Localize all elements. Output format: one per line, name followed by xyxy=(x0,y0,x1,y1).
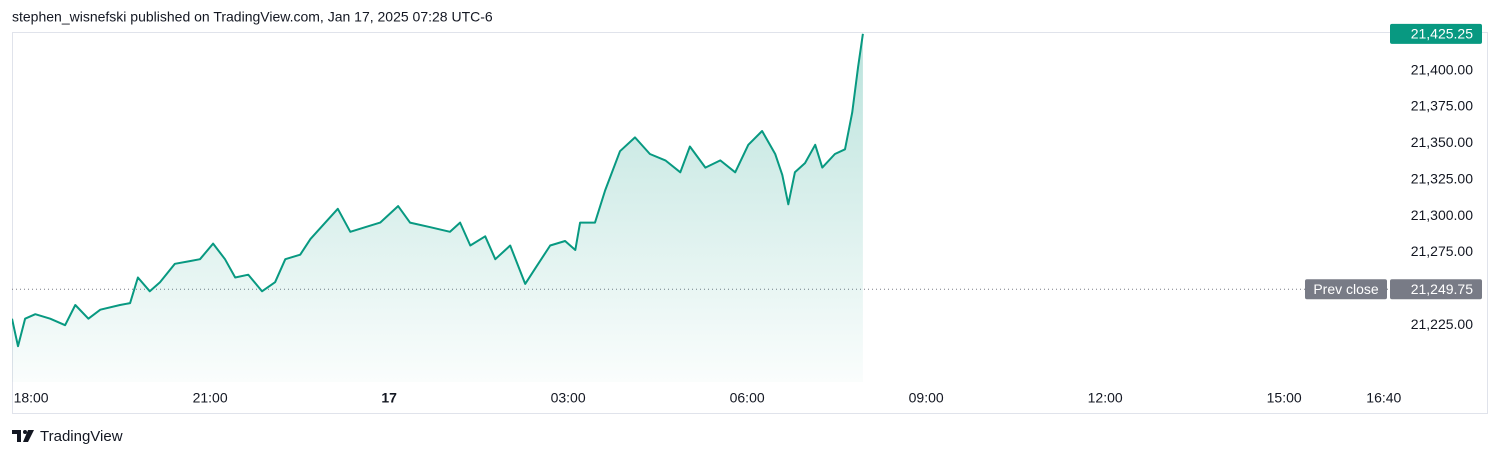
x-tick-label: 17 xyxy=(381,390,397,406)
y-tick-label: 21,225.00 xyxy=(1411,316,1473,332)
last-price-label: 21,425.25 xyxy=(1411,26,1473,42)
axes: 21,225.0021,250.0021,275.0021,300.0021,3… xyxy=(14,23,1482,406)
footer-brand: TradingView xyxy=(40,428,123,445)
chart-frame xyxy=(12,32,1488,414)
header: stephen_wisnefski published on TradingVi… xyxy=(12,9,493,25)
prev-close-value-label: 21,249.75 xyxy=(1411,281,1473,297)
x-tick-label: 06:00 xyxy=(730,390,765,406)
x-tick-label: 21:00 xyxy=(193,390,228,406)
x-tick-label: 09:00 xyxy=(909,390,944,406)
x-tick-label: 18:00 xyxy=(14,390,49,406)
x-tick-label: 12:00 xyxy=(1088,390,1123,406)
x-tick-label: 16:40 xyxy=(1366,390,1401,406)
y-tick-label: 21,275.00 xyxy=(1411,243,1473,259)
x-tick-label: 03:00 xyxy=(551,390,586,406)
prev-close-label: Prev close xyxy=(1313,281,1379,297)
prev-close-value-tag xyxy=(1390,279,1482,300)
y-tick-label: 21,300.00 xyxy=(1411,207,1473,223)
y-tick-label: 21,325.00 xyxy=(1411,170,1473,186)
prev-close-tag xyxy=(1305,279,1387,300)
logo xyxy=(12,430,34,442)
area-fill xyxy=(12,33,863,382)
y-tick-label: 21,400.00 xyxy=(1411,61,1473,77)
y-tick-label: 21,350.00 xyxy=(1411,134,1473,150)
price-line xyxy=(12,33,864,348)
plot-area xyxy=(12,33,1388,382)
x-tick-label: 15:00 xyxy=(1267,390,1302,406)
last-price-tag xyxy=(1390,23,1482,44)
y-tick-label: 21,375.00 xyxy=(1411,98,1473,114)
